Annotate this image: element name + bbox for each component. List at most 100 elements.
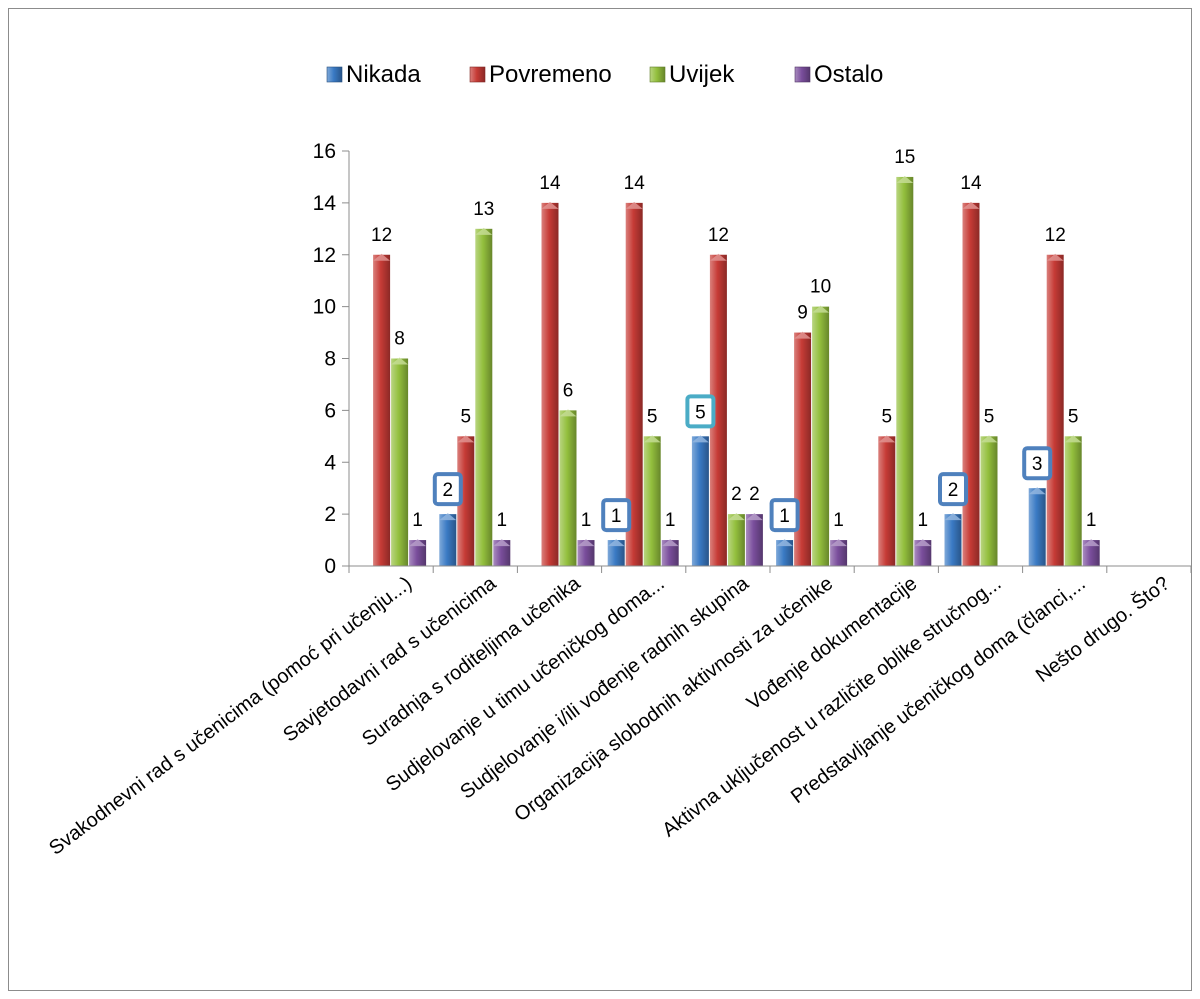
bar-cap-ostalo [409,539,427,547]
bar-cap-ostalo [577,539,595,547]
legend-label-nikada: Nikada [346,61,421,88]
data-label-ostalo: 1 [412,510,423,531]
data-label-nikada: 5 [695,402,706,423]
bar-cap-uvijek [559,409,577,417]
bar-ostalo [661,540,679,566]
data-label-box [432,472,463,507]
bar-ostalo [830,540,848,566]
bar-ostalo [745,514,763,566]
category-label: Predstavljanje učeničkog doma (članci,..… [787,572,1090,808]
data-label-box [601,498,632,533]
category-label: Organizacija slobodnih aktivnosti za uče… [510,572,837,826]
data-label-nikada: 1 [611,506,622,527]
data-label-ostalo: 1 [581,510,592,531]
data-label-povremeno: 12 [708,225,729,246]
y-tick-label: 14 [313,192,337,215]
y-tick-label: 2 [324,503,336,526]
y-tick-label: 4 [324,451,336,474]
data-label-povremeno: 14 [539,173,561,194]
data-label-povremeno: 12 [371,225,392,246]
bar-povremeno [878,436,896,566]
data-label-povremeno: 5 [882,406,893,427]
bar-uvijek [391,358,409,566]
data-label-uvijek: 5 [984,406,995,427]
data-label-uvijek: 13 [473,199,494,220]
bar-cap-uvijek [896,175,914,183]
legend-swatch-nikada [326,66,343,83]
bar-cap-nikada [439,513,457,521]
bar-cap-ostalo [493,539,511,547]
bar-chart: Nikada Povremeno Uvijek Ostalo 024681012141… [45,61,1192,860]
data-label-uvijek: 8 [394,329,405,350]
legend-label-uvijek: Uvijek [669,61,735,88]
legend-swatch-uvijek [649,66,666,83]
bar-cap-ostalo [1082,539,1100,547]
y-tick-label: 16 [313,140,336,163]
bar-uvijek [475,228,493,566]
category-labels: Svakodnevni rad s učenicima (pomoć pri u… [45,572,1174,860]
x-axis [348,565,1192,573]
bar-cap-ostalo [830,539,848,547]
bar-cap-uvijek [643,435,661,443]
bar-cap-nikada [776,539,794,547]
legend-swatch-ostalo [794,66,811,83]
data-label-box [938,472,968,507]
data-label-ostalo: 1 [665,510,676,531]
data-label-uvijek: 2 [731,484,742,505]
bar-cap-uvijek [812,305,830,313]
bar-cap-nikada [944,513,962,521]
bar-cap-nikada [1028,487,1046,495]
bar-cap-povremeno [457,435,475,443]
bar-cap-povremeno [373,253,391,261]
bar-povremeno [709,254,727,566]
bar-nikada [607,540,625,566]
bar-cap-ostalo [745,513,763,521]
data-label-uvijek: 5 [1068,406,1079,427]
bar-cap-uvijek [391,357,409,365]
bar-uvijek [896,176,914,566]
bar-povremeno [373,254,391,566]
bar-cap-ostalo [914,539,932,547]
data-label-nikada: 2 [443,480,454,501]
legend: Nikada Povremeno Uvijek Ostalo [326,61,883,88]
bar-cap-povremeno [878,435,896,443]
bar-povremeno [962,202,980,566]
bar-cap-povremeno [541,201,559,209]
data-label-povremeno: 14 [960,173,982,194]
bar-nikada [1028,488,1046,566]
data-label-nikada: 1 [779,506,790,527]
category-label: Svakodnevni rad s učenicima (pomoć pri u… [45,572,416,859]
y-tick-label: 12 [313,244,336,267]
bar-uvijek [559,410,577,566]
bar-povremeno [625,202,643,566]
data-label-povremeno: 5 [461,406,472,427]
category-label: Nešto drugo. Što? [1031,572,1174,687]
data-label-ostalo: 1 [1086,510,1097,531]
data-label-ostalo: 2 [749,484,760,505]
bar-uvijek [1064,436,1082,566]
legend-label-povremeno: Povremeno [489,61,612,88]
data-label-povremeno: 9 [797,303,808,324]
bar-cap-povremeno [794,331,812,339]
bar-ostalo [409,540,427,566]
bar-cap-povremeno [962,201,980,209]
bar-uvijek [727,514,745,566]
bar-povremeno [541,202,559,566]
bar-uvijek [643,436,661,566]
bar-cap-uvijek [475,227,493,235]
bar-ostalo [914,540,932,566]
data-label-uvijek: 6 [563,380,574,401]
bar-ostalo [493,540,511,566]
data-label-uvijek: 15 [894,147,915,168]
bar-nikada [776,540,794,566]
bar-cap-povremeno [709,253,727,261]
bar-nikada [944,514,962,566]
data-label-ostalo: 1 [497,510,508,531]
data-label-povremeno: 14 [624,173,646,194]
y-tick-label: 6 [324,399,336,422]
bar-ostalo [577,540,595,566]
data-label-uvijek: 10 [810,277,831,298]
legend-label-ostalo: Ostalo [814,61,883,88]
y-tick-label: 0 [324,555,336,578]
